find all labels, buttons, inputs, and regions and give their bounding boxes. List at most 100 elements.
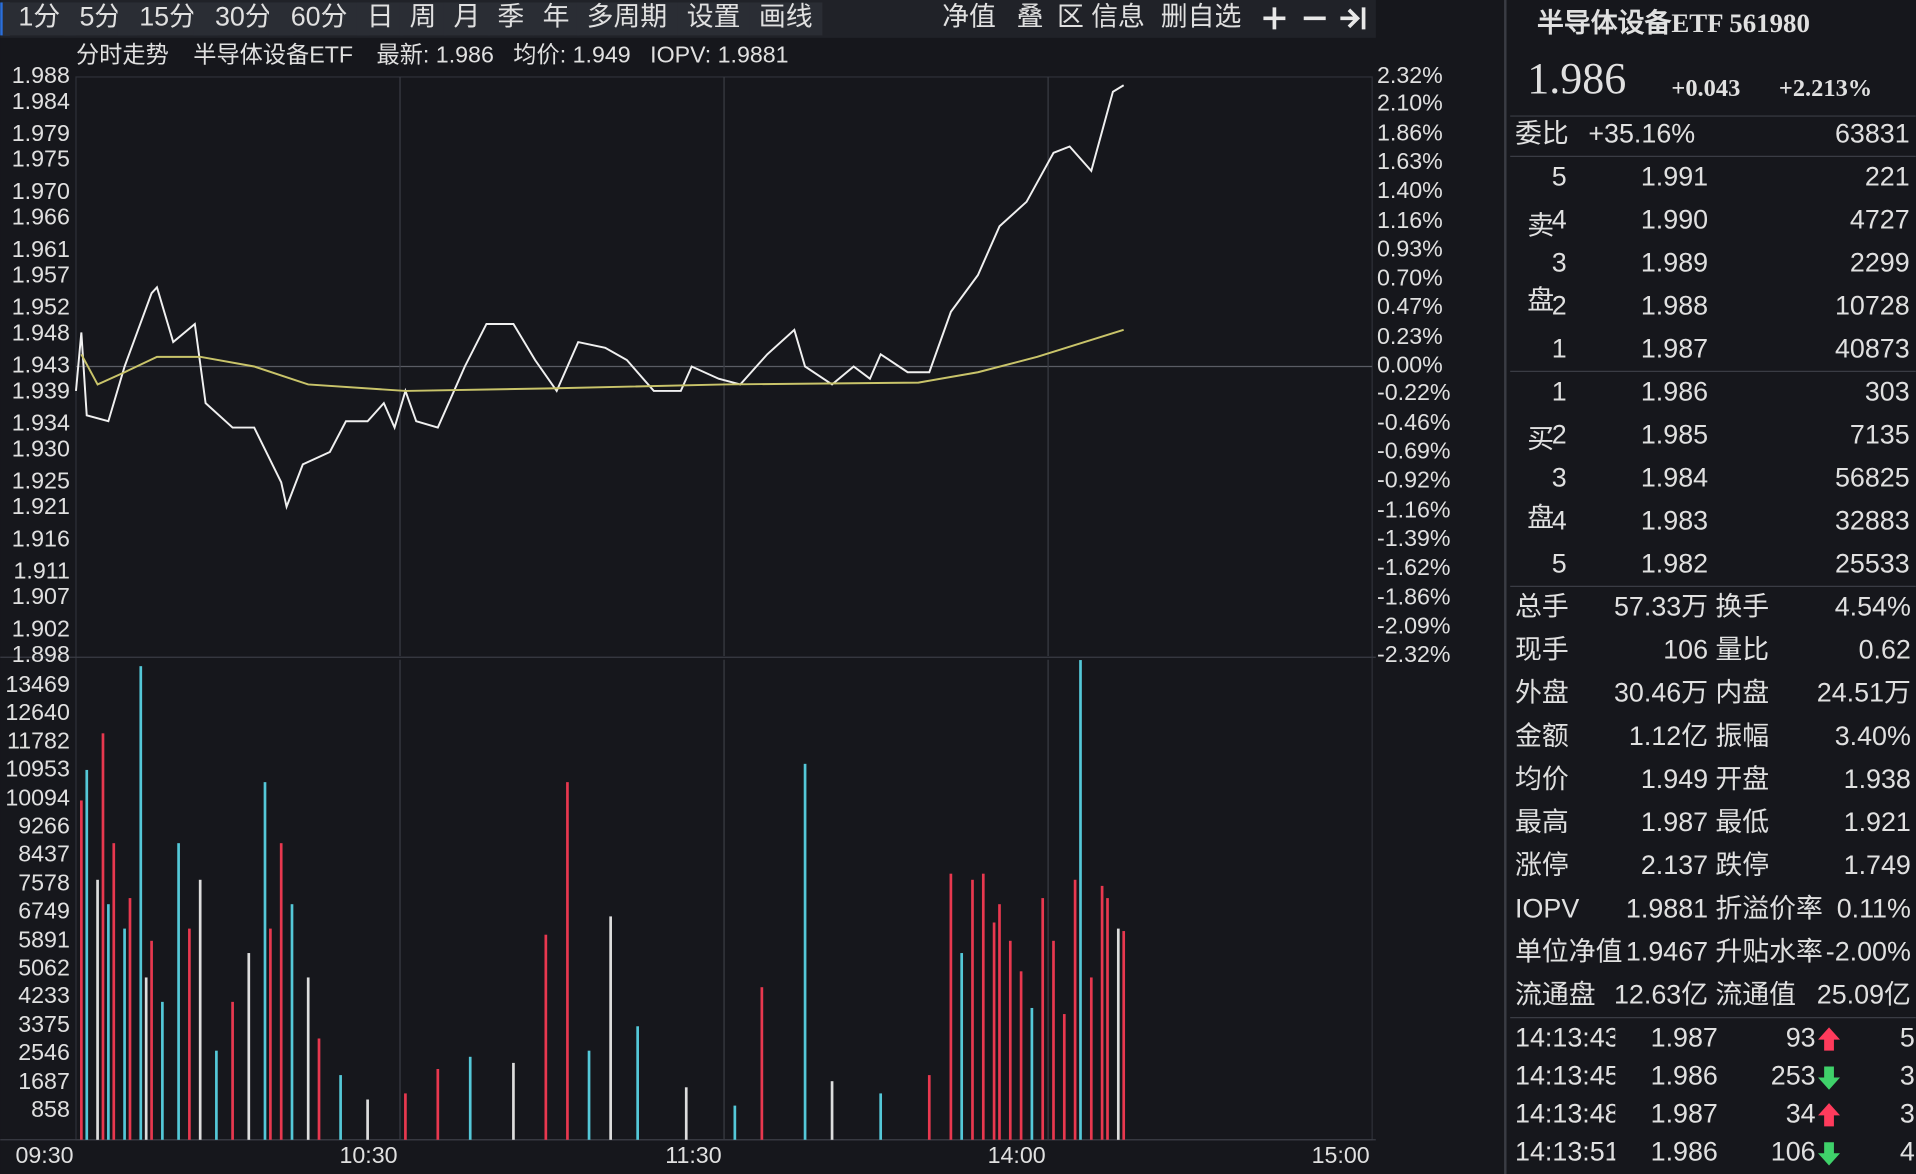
volume-bar [339, 1075, 342, 1140]
toolbar-button[interactable] [399, 2, 447, 36]
toolbar-button[interactable] [749, 2, 823, 36]
y-tick-label: 1.934 [12, 410, 70, 436]
volume-tick-label: 3375 [18, 1011, 70, 1037]
latest-price: 最新: 1.986 [376, 41, 493, 67]
y2-tick-label: 1.16% [1377, 207, 1443, 233]
period-button[interactable]: 5分 [79, 1, 121, 31]
stat-value: 30.46万 [1614, 678, 1708, 708]
tool-button[interactable]: 删自选 [1161, 1, 1242, 31]
ratio: +35.16% [1588, 119, 1695, 149]
trade-time: 14:13:43 [1515, 1023, 1620, 1053]
sell-label: 卖 [1527, 210, 1554, 240]
y-tick-label: 1.988 [12, 62, 70, 88]
toolbar-button[interactable] [2, 2, 76, 36]
stat-value: 1.9881 [1626, 893, 1708, 923]
tool-button[interactable]: 信息 [1091, 1, 1145, 31]
volume-bar [112, 843, 116, 1140]
volume-tick-label: 8437 [18, 840, 70, 866]
period-button[interactable]: 60分 [291, 1, 348, 31]
level: 2 [1552, 290, 1567, 320]
volume-tick-label: 9266 [18, 813, 70, 839]
trade-volume: 93 [1786, 1023, 1816, 1053]
trade-price: 1.986 [1651, 1136, 1718, 1166]
trade-times: 14:13:43 14:13:45 14:13:48 14:13:51 [1515, 1023, 1620, 1167]
trade-count: 4 [1900, 1136, 1915, 1166]
volume-tick-label: 1687 [18, 1068, 70, 1094]
tool-button[interactable]: 叠 [1017, 1, 1044, 31]
book-volume: 7135 [1850, 419, 1910, 449]
toolbar-button[interactable] [677, 2, 751, 36]
volume-bar [1079, 660, 1082, 1140]
book-volume: 40873 [1835, 333, 1910, 363]
volume-bar [139, 666, 143, 1140]
stat-label: 跌停 [1715, 850, 1769, 880]
trade-volume: 106 [1771, 1136, 1816, 1166]
volume-bar [123, 928, 126, 1140]
stat-label: 振幅 [1715, 721, 1769, 751]
trade-count: 3 [1900, 1098, 1915, 1128]
volume-bar [80, 800, 83, 1140]
toolbar-button[interactable] [576, 2, 678, 36]
y-tick-label: 1.898 [12, 641, 70, 667]
volume-bar [263, 782, 267, 1140]
volume-bar [1030, 1007, 1034, 1140]
period-button[interactable]: 年 [543, 1, 570, 31]
book-price: 1.991 [1641, 161, 1708, 191]
ratio-diff: 63831 [1835, 119, 1910, 149]
toolbar-button[interactable] [532, 2, 580, 36]
stat-label: 升贴水率 [1715, 936, 1822, 966]
y-tick-label: 1.911 [14, 558, 70, 584]
trade-volume: 34 [1786, 1098, 1816, 1128]
y2-tick-label: 0.93% [1377, 236, 1443, 262]
y2-tick-label: -0.69% [1377, 438, 1451, 464]
volume-tick-label: 5891 [18, 926, 70, 952]
quote-title: 半导体设备ETF 561980 [1537, 8, 1810, 38]
toolbar-icons [1263, 7, 1366, 30]
collapse-icon[interactable] [1340, 7, 1366, 30]
book-price: 1.988 [1641, 290, 1708, 320]
volume-bar [1073, 879, 1077, 1140]
stat-label: 折溢价率 [1715, 893, 1822, 923]
toolbar-button[interactable] [443, 2, 491, 36]
tool-button[interactable]: 区 [1057, 1, 1084, 31]
period-button[interactable]: 多周期 [587, 1, 668, 31]
period-button[interactable]: 季 [497, 1, 524, 31]
level: 4 [1552, 204, 1567, 234]
period-button[interactable]: 30分 [215, 1, 272, 31]
x-tick-label: 10:30 [339, 1142, 397, 1168]
quote-change: +0.043 [1671, 75, 1740, 102]
y-tick-label: 1.948 [12, 319, 70, 345]
stat-value: -2.00% [1826, 936, 1911, 966]
y-tick-label: 1.902 [12, 615, 70, 641]
stat-label: 金额 [1515, 721, 1569, 751]
volume-bar [107, 904, 110, 1140]
volume-bar [760, 987, 764, 1140]
add-icon[interactable] [1263, 7, 1286, 30]
stat-value: 3.40% [1835, 721, 1911, 751]
x-tick-label: 09:30 [15, 1142, 73, 1168]
period-button[interactable]: 画线 [759, 1, 813, 31]
volume-bar [468, 1056, 472, 1140]
direction-arrow [1818, 1142, 1841, 1166]
stat-value: 1.987 [1641, 807, 1708, 837]
volume-bar [404, 1093, 407, 1140]
stat-label: 内盘 [1715, 678, 1769, 708]
level: 3 [1552, 247, 1567, 277]
period-button[interactable]: 15分 [139, 1, 196, 31]
volume-bar [927, 1075, 931, 1140]
level: 1 [1552, 376, 1567, 406]
tool-button[interactable]: 净值 [942, 1, 996, 31]
toolbar-button[interactable] [356, 2, 404, 36]
toolbar-button[interactable] [487, 2, 535, 36]
period-button[interactable]: 月 [453, 1, 480, 31]
period-button[interactable]: 周 [409, 1, 436, 31]
period-button[interactable]: 1分 [18, 1, 60, 31]
period-button[interactable]: 设置 [687, 1, 741, 31]
period-button[interactable]: 日 [367, 1, 394, 31]
toolbar-button[interactable] [268, 2, 370, 36]
volume-bar [512, 1062, 515, 1140]
stat-value: 1.921 [1844, 807, 1911, 837]
trade-time: 14:13:45 [1515, 1061, 1620, 1091]
